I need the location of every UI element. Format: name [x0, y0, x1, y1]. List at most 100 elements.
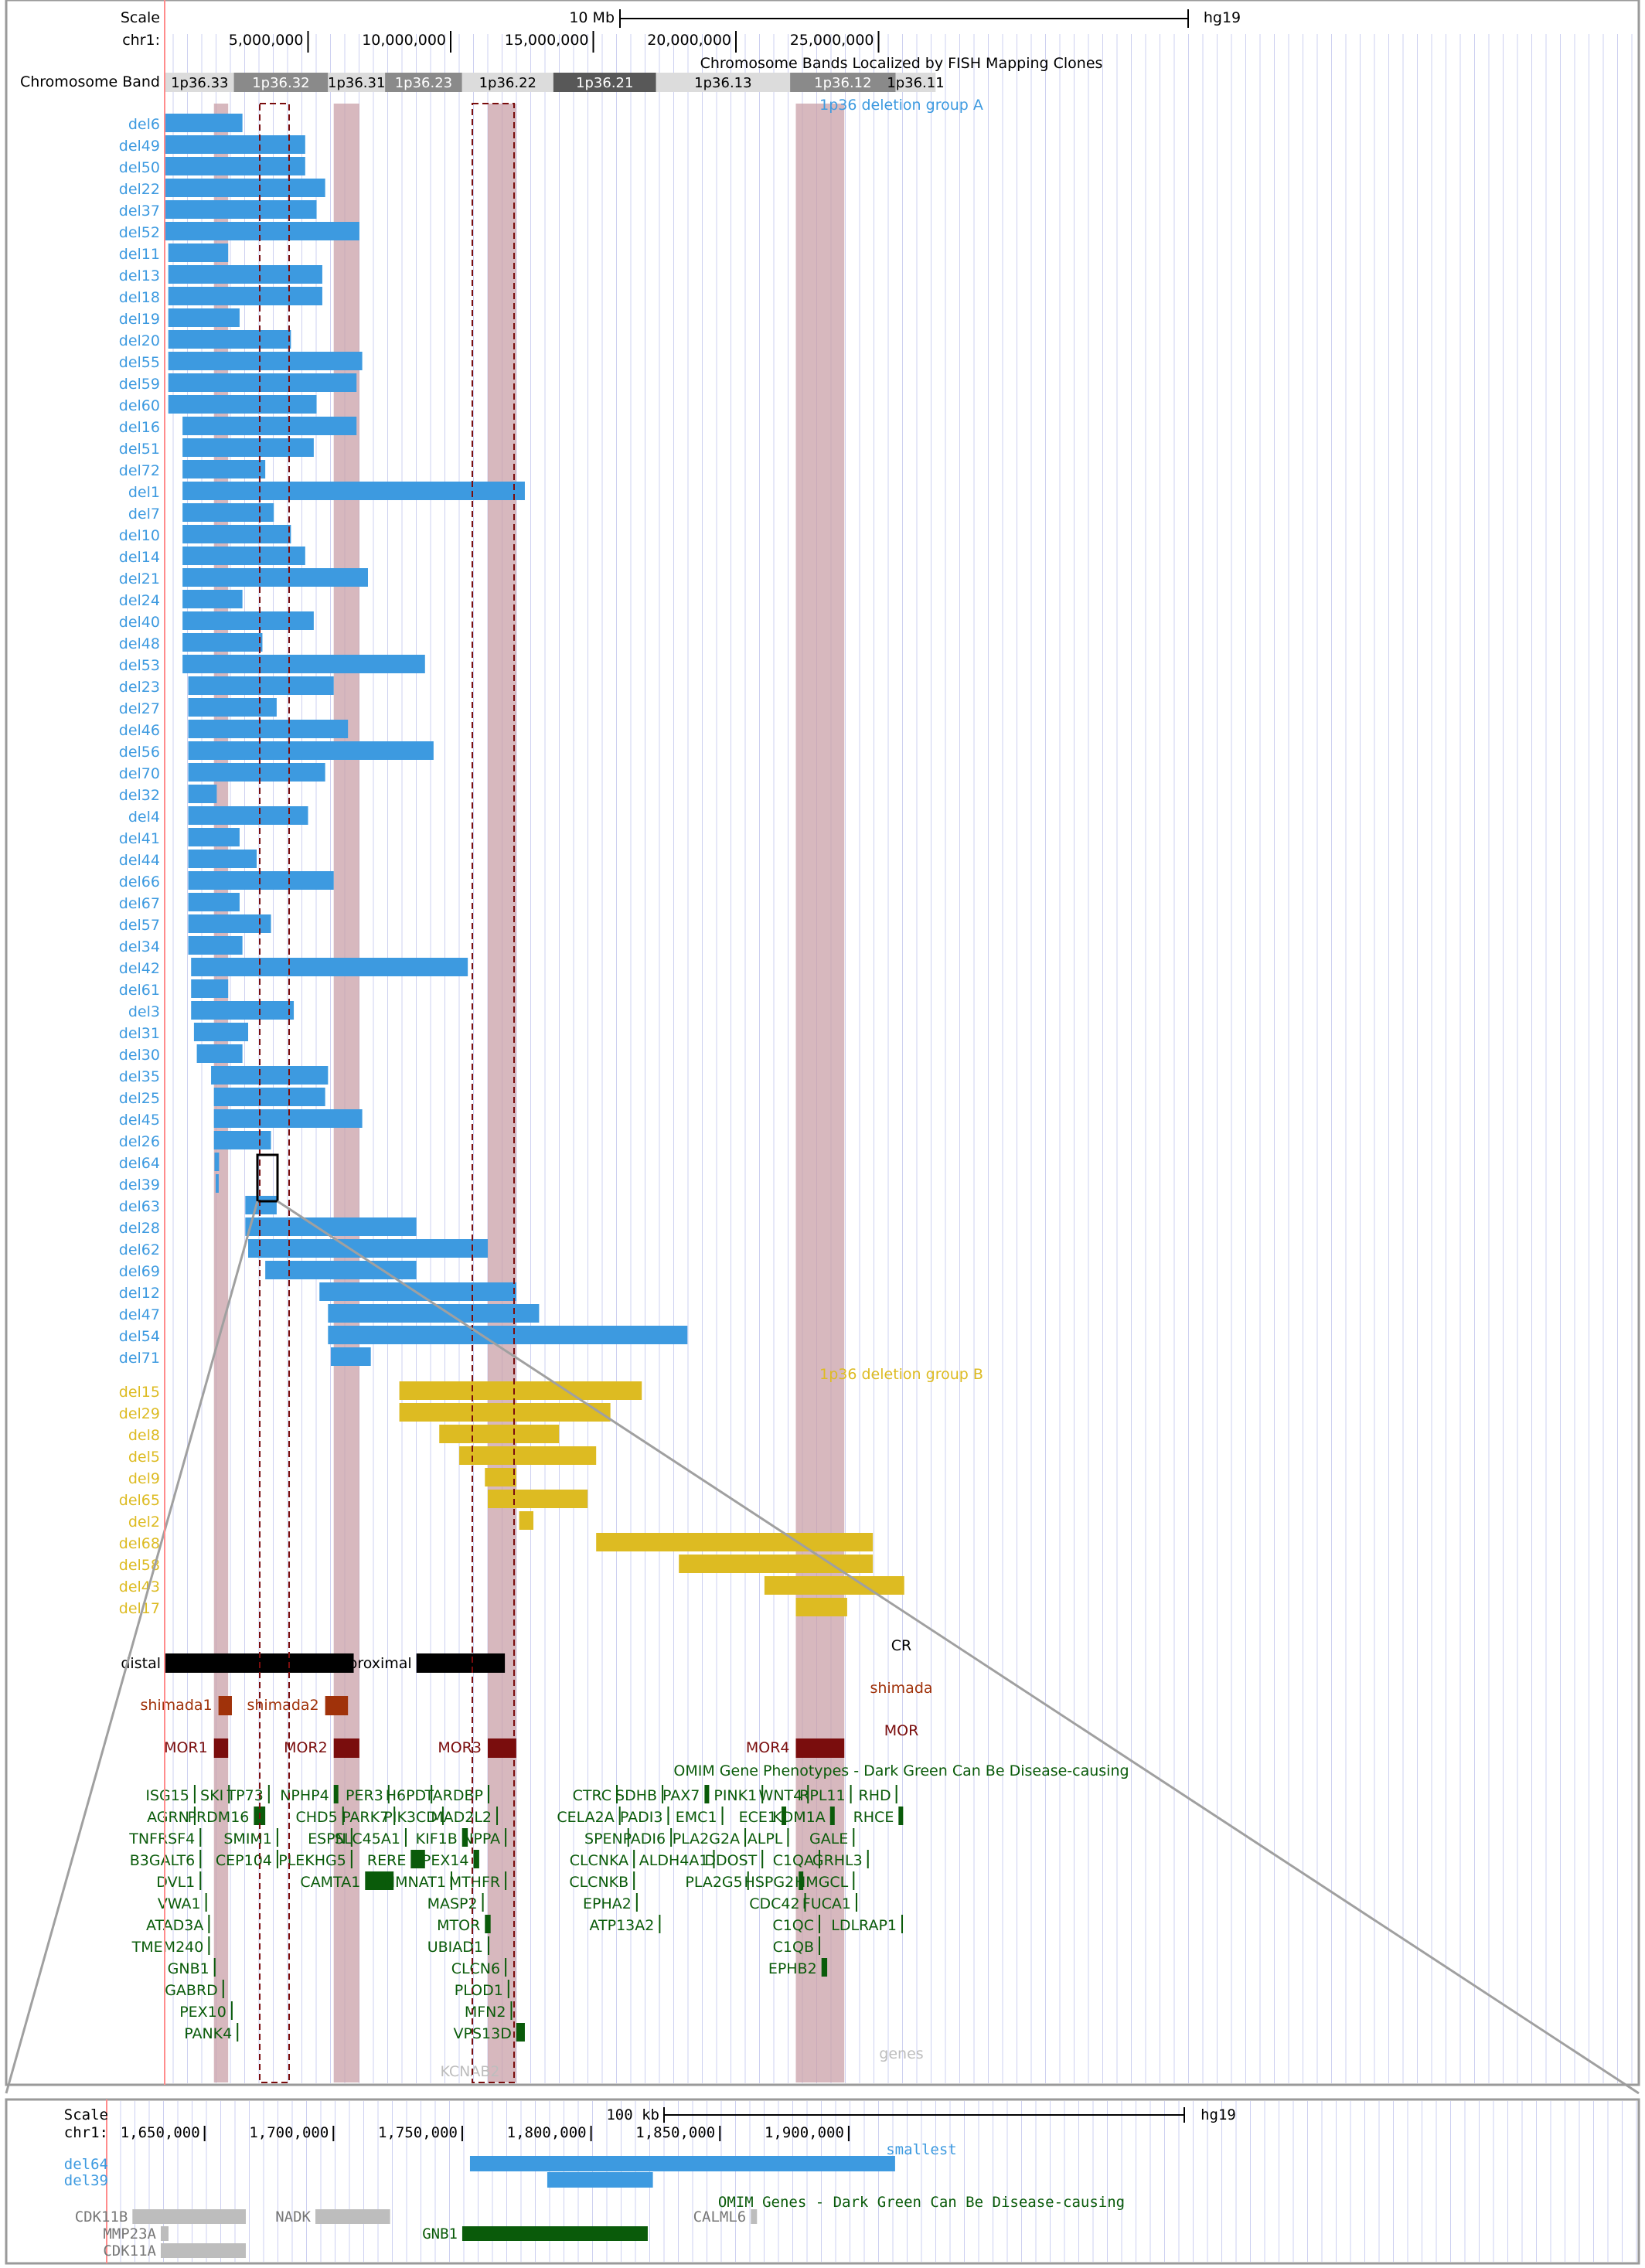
- omim-gene-label: SDHB: [615, 1787, 657, 1804]
- omim-gene-label: PADI3: [620, 1809, 663, 1826]
- shimada-label: shimada1: [140, 1697, 212, 1714]
- omim-gene-label: CTRC: [573, 1787, 611, 1804]
- lower-tick-label: 1,750,000: [378, 2124, 458, 2141]
- deletion-bar: [188, 936, 243, 955]
- deletion-bar: [519, 1511, 534, 1530]
- omim-gene-mark: [267, 1785, 270, 1803]
- omim-gene-label: KDM1A: [772, 1809, 826, 1826]
- omim-gene-label: CDC42: [749, 1895, 799, 1912]
- deletion-label: del24: [119, 592, 160, 609]
- omim-gene-mark: [333, 1785, 339, 1803]
- omim-gene-mark: [898, 1807, 904, 1825]
- deletion-label: del49: [119, 138, 160, 155]
- omim-gene-label: DVL1: [156, 1874, 195, 1891]
- deletion-label: del42: [119, 960, 160, 977]
- omim-gene-label: GNB1: [168, 1960, 209, 1977]
- deletion-bar: [182, 503, 274, 522]
- lower-omim-title: OMIM Genes - Dark Green Can Be Disease-c…: [718, 2194, 1125, 2211]
- deletion-label: del2: [128, 1514, 160, 1531]
- band-1p36.11: [895, 73, 936, 92]
- omim-gene-label: HMGCL: [795, 1874, 849, 1891]
- deletion-label: del51: [119, 441, 160, 458]
- band-1p36.31: [328, 73, 386, 92]
- omim-gene-label: SKI: [200, 1787, 223, 1804]
- band-1p36.33: [165, 73, 234, 92]
- deletion-label: del22: [119, 181, 160, 198]
- deletion-bar: [188, 676, 334, 695]
- omim-gene-label: TARDBP: [424, 1787, 483, 1804]
- omim-gene-label: EPHA2: [583, 1895, 632, 1912]
- lower-gene-label: CALML6: [693, 2208, 747, 2225]
- lower-tick-label: 1,850,000: [635, 2124, 715, 2141]
- omim-gene-mark: [819, 1850, 821, 1868]
- deletion-label: del39: [119, 1177, 160, 1194]
- omim-gene-mark: [387, 1785, 390, 1803]
- omim-gene-mark: [461, 1828, 468, 1847]
- band-label: 1p36.22: [479, 75, 536, 91]
- deletion-label: del9: [128, 1470, 160, 1487]
- upper-panel-frame: [5, 0, 1640, 2086]
- deletion-bar: [165, 114, 243, 132]
- omim-gene-mark: [487, 1936, 489, 1955]
- deletion-label: del15: [119, 1384, 160, 1401]
- omim-gene-mark: [276, 1828, 278, 1847]
- lower-chr-label: chr1:: [64, 2124, 108, 2141]
- deletion-bar: [188, 763, 325, 782]
- omim-gene-label: NPHP4: [280, 1787, 329, 1804]
- omim-gene-label: PAX7: [662, 1787, 700, 1804]
- lower-gene-bar: [160, 2243, 246, 2258]
- omim-gene-label: TP73: [226, 1787, 264, 1804]
- omim-gene-label: PER3: [346, 1787, 383, 1804]
- deletion-bar: [182, 460, 266, 478]
- lower-deletion-bar: [469, 2156, 895, 2171]
- lower-gene-track: CDK11B NADK CALML6 MMP23A GNB1 CDK11A: [75, 2208, 758, 2259]
- omim-gene-mark: [350, 1850, 352, 1868]
- lower-gene-bar: [160, 2226, 169, 2241]
- omim-gene-mark: [507, 1980, 509, 1998]
- omim-gene-mark: [199, 1850, 202, 1868]
- lower-gene-bar: [132, 2209, 246, 2224]
- omim-gene-mark: [804, 1893, 806, 1912]
- band-label: 1p36.12: [814, 75, 871, 91]
- shimada-bar: [218, 1696, 232, 1715]
- deletion-label: del71: [119, 1350, 160, 1367]
- omim-gene-label: C1QB: [773, 1939, 814, 1956]
- band-track-title: Chromosome Bands Localized by FISH Mappi…: [700, 55, 1103, 72]
- cr-track: CR distal proximal: [121, 1637, 911, 1673]
- omim-gene-mark: [667, 1807, 669, 1825]
- deletion-bar: [319, 1282, 516, 1301]
- omim-gene-mark: [441, 1807, 444, 1825]
- deletion-bar: [182, 611, 314, 630]
- lower-zoom-panel: Scale chr1: 100 kb hg19 1,650,000 1,700,0…: [5, 2098, 1640, 2265]
- deletion-label: del72: [119, 462, 160, 479]
- omim-gene-mark: [431, 1785, 433, 1803]
- omim-gene-label: ATAD3A: [146, 1917, 203, 1934]
- cr-bar: [416, 1653, 506, 1673]
- deletion-label: del12: [119, 1285, 160, 1302]
- omim-gene-label: C1QC: [772, 1917, 814, 1934]
- lower-gene-label: CDK11A: [103, 2242, 156, 2259]
- cr-label: distal: [121, 1655, 161, 1672]
- deletion-bar: [168, 373, 357, 392]
- lower-gene-label: NADK: [275, 2208, 311, 2225]
- deletion-label: del50: [119, 159, 160, 176]
- mor-label: MOR3: [438, 1739, 482, 1756]
- omim-gene-label: PLEKHG5: [278, 1852, 346, 1869]
- mor-bar: [213, 1738, 229, 1758]
- omim-gene-label: WNT4: [759, 1787, 803, 1804]
- deletion-bar: [191, 958, 468, 976]
- upper-tick-label: 15,000,000: [505, 32, 589, 49]
- omim-gene-mark: [222, 1980, 224, 1998]
- deletion-bar: [165, 179, 325, 197]
- deletion-label: del13: [119, 267, 160, 284]
- omim-gene-label: TMEM240: [131, 1939, 204, 1956]
- deletion-label: del34: [119, 938, 160, 955]
- omim-gene-label: MTHFR: [449, 1874, 500, 1891]
- omim-gene-mark: [276, 1850, 278, 1868]
- deletion-bar: [331, 1347, 371, 1366]
- deletion-label: del66: [119, 873, 160, 891]
- lower-tick-label: 1,650,000: [121, 2124, 200, 2141]
- omim-gene-label: PARK7: [342, 1809, 389, 1826]
